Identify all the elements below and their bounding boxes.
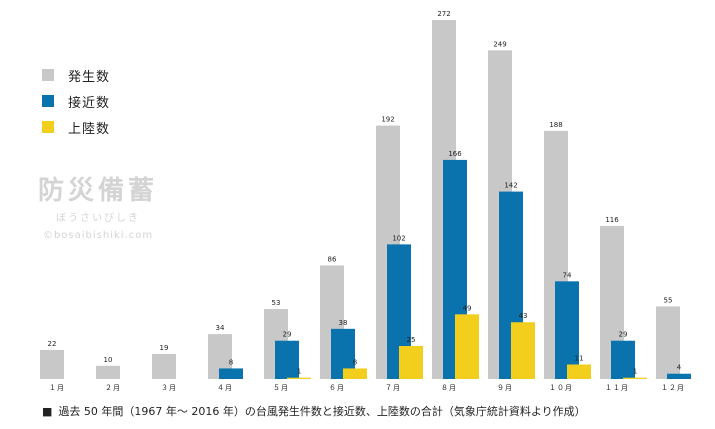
bar-occurrence-3	[152, 353, 176, 379]
bar-landfall-9	[511, 322, 535, 379]
data-label-landfall-11: 1	[633, 368, 637, 376]
legend: 発生数 接近数 上陸数	[42, 62, 110, 140]
data-label-approach-10: 74	[563, 271, 572, 279]
watermark-title: 防災備蓄	[38, 176, 159, 206]
x-tick-label-11: １１月	[605, 384, 629, 392]
footnote-square-icon: ■	[42, 404, 53, 418]
x-tick-label-9: ９月	[497, 384, 513, 392]
bar-landfall-10	[567, 364, 591, 379]
bar-landfall-11	[623, 377, 647, 379]
legend-item-landfall: 上陸数	[42, 114, 110, 140]
x-tick-label-5: ５月	[273, 384, 289, 392]
footnote: ■ 過去 50 年間（1967 年〜 2016 年）の台風発生件数と接近数、上陸…	[42, 403, 586, 419]
watermark-url: ©bosaibishiki.com	[42, 230, 154, 241]
x-tick-label-6: ６月	[329, 384, 345, 392]
data-label-landfall-9: 43	[519, 312, 528, 320]
bar-approach-11	[611, 340, 635, 379]
bar-occurrence-1	[40, 349, 64, 379]
data-label-occurrence-5: 53	[272, 299, 281, 307]
data-label-occurrence-8: 272	[437, 10, 450, 18]
data-label-approach-4: 8	[229, 358, 233, 366]
legend-item-approach: 接近数	[42, 88, 110, 114]
data-label-occurrence-1: 22	[48, 340, 57, 348]
x-tick-label-3: ３月	[161, 384, 177, 392]
legend-label-landfall: 上陸数	[68, 121, 111, 137]
bar-landfall-7	[399, 346, 423, 379]
x-tick-label-1: １月	[49, 384, 65, 392]
x-tick-label-8: ８月	[441, 384, 457, 392]
data-label-occurrence-9: 249	[493, 40, 506, 48]
footnote-text: 過去 50 年間（1967 年〜 2016 年）の台風発生件数と接近数、上陸数の…	[58, 405, 586, 418]
bar-occurrence-12	[656, 306, 680, 379]
x-tick-label-12: １２月	[661, 384, 685, 392]
bar-landfall-5	[287, 377, 311, 379]
data-label-occurrence-6: 86	[328, 255, 337, 263]
data-label-occurrence-3: 19	[160, 344, 169, 352]
legend-label-approach: 接近数	[68, 95, 111, 111]
legend-swatch-approach	[42, 95, 54, 107]
data-label-landfall-5: 1	[297, 368, 301, 376]
data-label-approach-7: 102	[392, 234, 405, 242]
x-tick-label-4: ４月	[217, 384, 233, 392]
data-label-approach-6: 38	[339, 319, 348, 327]
data-label-landfall-7: 25	[407, 336, 416, 344]
data-label-occurrence-4: 34	[216, 324, 225, 332]
data-label-occurrence-10: 188	[549, 121, 562, 129]
bar-occurrence-2	[96, 365, 120, 379]
legend-item-occurrence: 発生数	[42, 62, 110, 88]
data-label-approach-12: 4	[677, 364, 682, 372]
x-tick-label-2: ２月	[105, 384, 121, 392]
legend-swatch-occurrence	[42, 69, 54, 81]
data-label-approach-11: 29	[619, 331, 628, 339]
x-tick-label-7: ７月	[385, 384, 401, 392]
data-label-landfall-10: 11	[575, 354, 584, 362]
data-label-occurrence-12: 55	[664, 296, 673, 304]
bar-approach-10	[555, 281, 579, 379]
data-label-approach-9: 142	[504, 182, 517, 190]
bar-approach-4	[219, 368, 243, 379]
data-label-occurrence-11: 116	[605, 216, 619, 224]
data-label-occurrence-2: 10	[104, 356, 113, 364]
data-label-landfall-6: 8	[353, 358, 357, 366]
data-label-landfall-8: 49	[463, 304, 472, 312]
watermark-logo: 防災備蓄 ぼうさいびしき ©bosaibishiki.com	[38, 170, 158, 241]
bar-landfall-8	[455, 314, 479, 379]
watermark-subtitle: ぼうさいびしき	[56, 213, 140, 224]
legend-swatch-landfall	[42, 121, 54, 133]
data-label-approach-8: 166	[448, 150, 462, 158]
data-label-approach-5: 29	[283, 331, 292, 339]
data-label-occurrence-7: 192	[381, 116, 394, 124]
bar-approach-12	[667, 373, 691, 379]
x-tick-label-10: １０月	[549, 384, 573, 392]
legend-label-occurrence: 発生数	[68, 69, 111, 85]
bar-landfall-6	[343, 368, 367, 379]
bar-approach-5	[275, 340, 299, 379]
